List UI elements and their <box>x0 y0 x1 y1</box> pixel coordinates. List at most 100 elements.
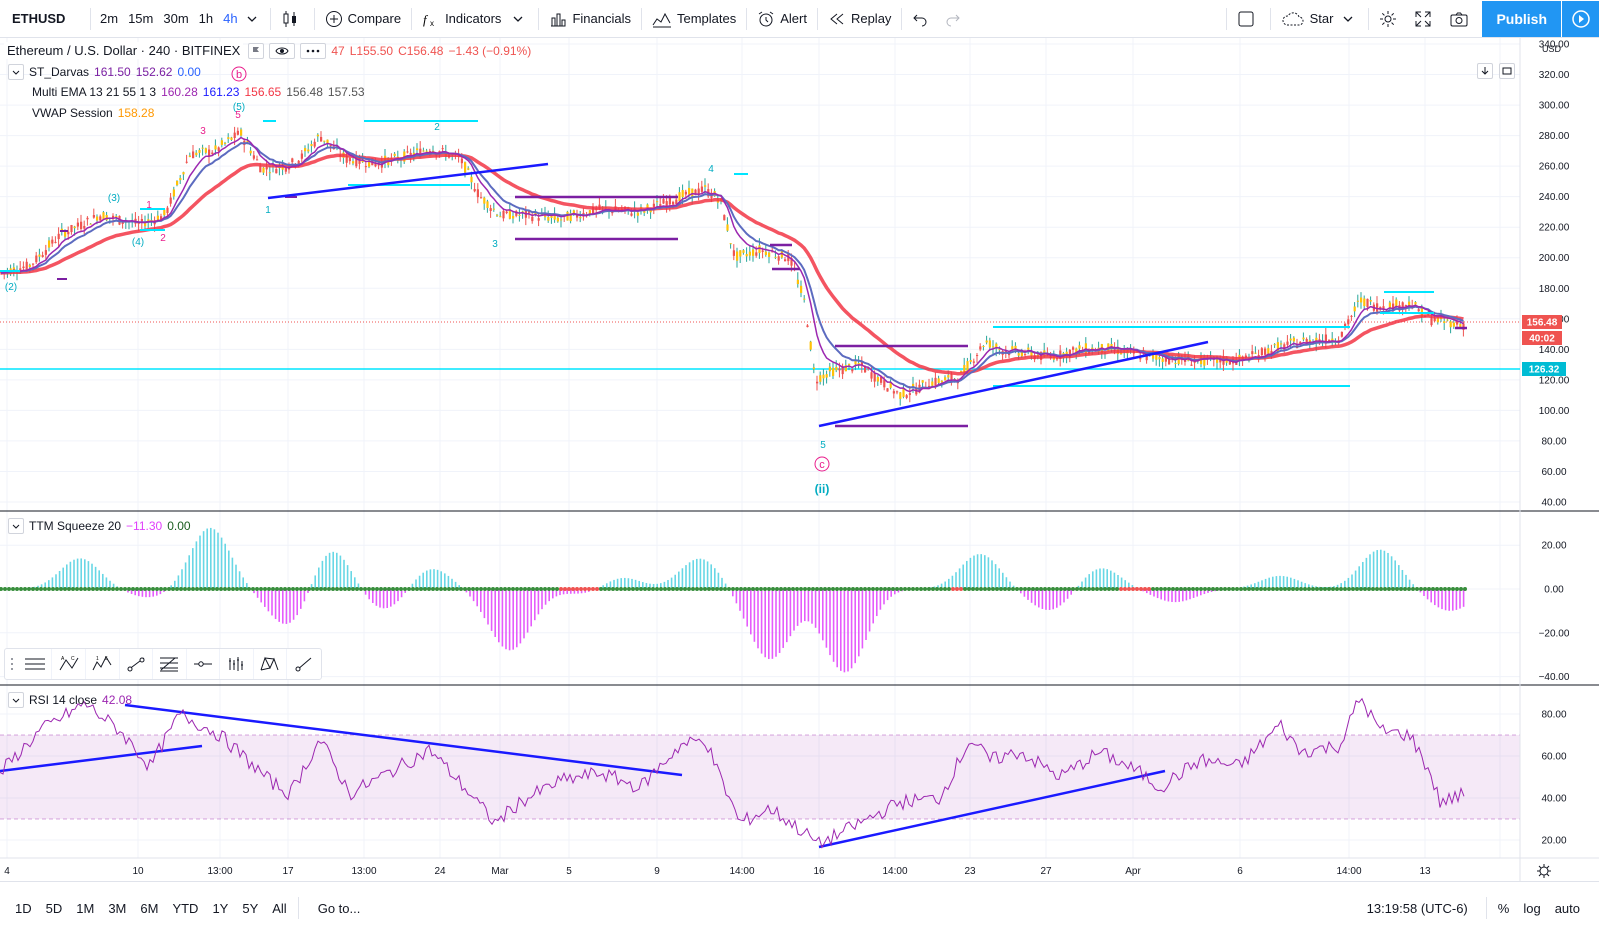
play-button[interactable] <box>1561 0 1599 37</box>
candle-style-icon[interactable] <box>275 0 310 38</box>
candle-body <box>979 346 982 350</box>
range-1d-button[interactable]: 1D <box>15 900 32 916</box>
ttm-zero-dot <box>547 587 551 591</box>
undo-button[interactable] <box>906 0 939 38</box>
range-1m-button[interactable]: 1M <box>76 900 95 916</box>
chart-canvas[interactable]: 340.00320.00300.00280.00260.00240.00220.… <box>0 38 1599 881</box>
range-6m-button[interactable]: 6M <box>140 900 159 916</box>
candle-body <box>470 176 473 183</box>
log-toggle[interactable]: log <box>1523 900 1541 916</box>
ttm-zero-dot <box>415 587 419 591</box>
collapse-chevron-icon[interactable] <box>8 518 24 534</box>
collapse-chevron-icon[interactable] <box>8 692 24 708</box>
symbol-title: Ethereum / U.S. Dollar · 240 · BITFINEX <box>4 42 244 59</box>
ttm-zero-dot <box>763 587 767 591</box>
range-3m-button[interactable]: 3M <box>108 900 127 916</box>
ttm-zero-dot <box>1259 587 1263 591</box>
collapse-chevron-icon[interactable] <box>8 64 24 80</box>
scroll-down-arrow-icon[interactable] <box>1477 63 1493 79</box>
interval-30m[interactable]: 30m <box>163 11 189 26</box>
templates-button[interactable]: Templates <box>646 0 742 38</box>
ttm-zero-dot <box>1399 587 1403 591</box>
candle-body <box>726 224 729 231</box>
interval-dropdown-chevron-icon[interactable] <box>243 0 266 38</box>
separator <box>816 7 818 30</box>
candle-body <box>508 209 511 219</box>
ttm-zero-dot <box>1451 587 1455 591</box>
ttm-zero-dot <box>551 587 555 591</box>
settings-button[interactable] <box>1373 0 1408 38</box>
candle-body <box>1011 346 1014 350</box>
wave-b-label: b <box>236 69 242 81</box>
range-all-button[interactable]: All <box>272 900 287 916</box>
ttm-zero-dot <box>299 587 303 591</box>
range-5d-button[interactable]: 5D <box>45 900 63 916</box>
ttm-zero-dot <box>1303 587 1307 591</box>
candle-body <box>185 161 188 163</box>
redo-button[interactable] <box>939 0 972 38</box>
alert-button[interactable]: Alert <box>751 0 813 38</box>
reset-scale-icon[interactable] <box>1499 63 1515 79</box>
ttm-zero-dot <box>1127 587 1131 591</box>
clock-display[interactable]: 13:19:58 (UTC-6) <box>1366 900 1468 916</box>
ray-tool-icon[interactable] <box>287 649 321 679</box>
replay-button[interactable]: Replay <box>822 0 897 38</box>
candle-body <box>1276 342 1279 352</box>
ttm-value-2: 0.00 <box>167 519 191 533</box>
auto-toggle[interactable]: auto <box>1554 900 1580 916</box>
goto-button[interactable]: Go to... <box>317 900 361 916</box>
candle-body <box>428 150 431 153</box>
candle-body <box>1302 337 1305 340</box>
ttm-zero-dot <box>375 587 379 591</box>
horizontal-lines-tool-icon[interactable] <box>19 649 53 679</box>
candle-body <box>1443 321 1446 324</box>
range-5y-button[interactable]: 5Y <box>242 900 259 916</box>
ttm-zero-dot <box>323 587 327 591</box>
compare-button[interactable]: Compare <box>319 0 407 38</box>
eye-icon[interactable] <box>269 42 296 59</box>
bars-pattern-tool-icon[interactable] <box>220 649 254 679</box>
interval-1h[interactable]: 1h <box>198 11 214 26</box>
ttm-zero-dot <box>699 587 703 591</box>
percent-toggle[interactable]: % <box>1497 900 1510 916</box>
layout-button[interactable] <box>1231 0 1266 38</box>
candle-body <box>236 130 239 135</box>
flag-icon[interactable] <box>248 42 265 59</box>
snapshot-button[interactable] <box>1443 0 1480 38</box>
ttm-zero-dot <box>803 587 807 591</box>
drag-handle-icon[interactable] <box>5 649 19 679</box>
candle-body <box>476 189 479 198</box>
ttm-tick-label: −20.00 <box>1539 628 1570 639</box>
candle-body <box>851 369 854 372</box>
candle-body <box>1420 306 1423 318</box>
candle-body <box>1280 343 1283 345</box>
financials-button[interactable]: Financials <box>543 0 637 38</box>
interval-4h[interactable]: 4h <box>223 11 238 26</box>
symbol-search-button[interactable]: ETHUSD <box>12 11 66 26</box>
ttm-zero-dot <box>975 587 979 591</box>
ttm-zero-dot <box>923 587 927 591</box>
range-1y-button[interactable]: 1Y <box>212 900 229 916</box>
more-dots-icon[interactable] <box>300 42 327 59</box>
interval-15m[interactable]: 15m <box>128 11 154 26</box>
range-ytd-button[interactable]: YTD <box>172 900 199 916</box>
candle-body <box>329 144 332 147</box>
interval-2m[interactable]: 2m <box>100 11 119 26</box>
trend-line-tool-icon[interactable] <box>120 649 154 679</box>
xabcd-pattern-tool-icon[interactable] <box>254 649 288 679</box>
candle-body <box>950 374 953 381</box>
ttm-zero-dot <box>455 587 459 591</box>
fib-retracement-tool-icon[interactable] <box>153 649 187 679</box>
candle-body <box>678 192 681 202</box>
horizontal-ray-tool-icon[interactable] <box>187 649 221 679</box>
save-star-button[interactable]: Star <box>1275 0 1365 38</box>
fullscreen-button[interactable] <box>1408 0 1443 38</box>
publish-button[interactable]: Publish <box>1482 0 1561 37</box>
ttm-zero-dot <box>95 587 99 591</box>
ttm-zero-dot <box>959 587 963 591</box>
candle-body <box>1417 309 1420 312</box>
